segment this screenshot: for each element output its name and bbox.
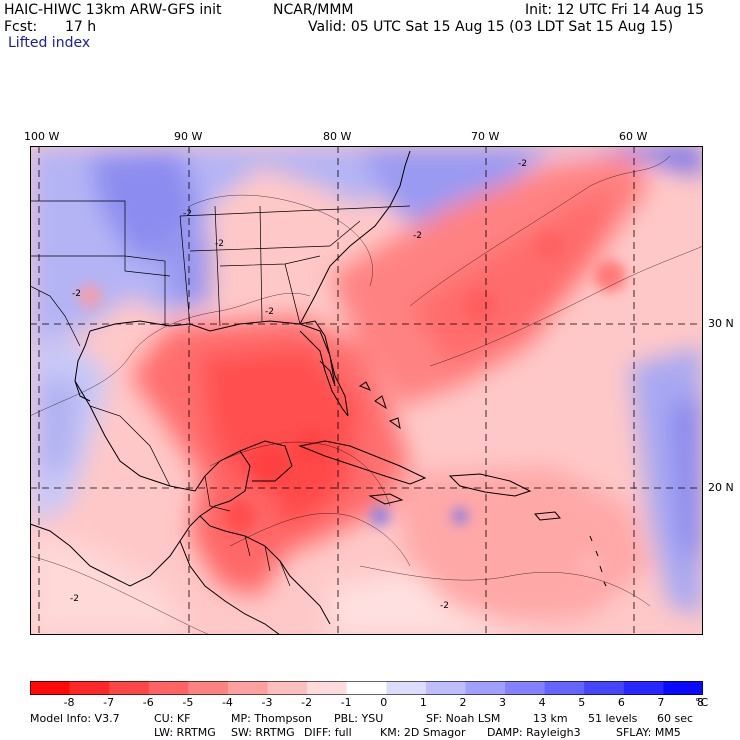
footer-sf: SF: Noah LSM bbox=[426, 712, 501, 725]
footer-cu: CU: KF bbox=[154, 712, 191, 725]
colorbar-cells bbox=[30, 681, 703, 695]
lon-label-90w: 90 W bbox=[174, 130, 203, 143]
colorbar-tick-label: 1 bbox=[419, 696, 427, 709]
colorbar-cell bbox=[584, 681, 625, 695]
colorbar-tick-label: -5 bbox=[182, 696, 194, 709]
colorbar-tick-label: 6 bbox=[617, 696, 625, 709]
colorbar-cell bbox=[505, 681, 546, 695]
colorbar-tick-label: -6 bbox=[142, 696, 154, 709]
footer-sflay: SFLAY: MM5 bbox=[616, 726, 681, 739]
colorbar-tick-label: 7 bbox=[657, 696, 665, 709]
colorbar-tick-label: -3 bbox=[261, 696, 273, 709]
contour-label: -2 bbox=[215, 239, 224, 249]
lifted-index-map: -2 -2 -2 -2 -2 -2 -2 -2 bbox=[30, 146, 703, 635]
lon-label-100w: 100 W bbox=[24, 130, 60, 143]
colorbar-tick-label: -8 bbox=[63, 696, 75, 709]
lat-label-20n: 20 N bbox=[708, 481, 734, 494]
lon-label-60w: 60 W bbox=[619, 130, 648, 143]
colorbar-cell bbox=[109, 681, 150, 695]
colorbar-cell bbox=[544, 681, 585, 695]
colorbar-tick-label: -4 bbox=[221, 696, 233, 709]
contour-label: -2 bbox=[440, 601, 449, 611]
contour-label: -2 bbox=[183, 209, 192, 219]
contour-label: -2 bbox=[413, 231, 422, 241]
footer-levels: 51 levels bbox=[588, 712, 638, 725]
colorbar-tick-label: -2 bbox=[301, 696, 313, 709]
valid-time: Valid: 05 UTC Sat 15 Aug 15 (03 LDT Sat … bbox=[308, 19, 674, 35]
field-name: Lifted index bbox=[8, 35, 91, 51]
colorbar-tick-label: 2 bbox=[459, 696, 467, 709]
lon-label-80w: 80 W bbox=[323, 130, 352, 143]
political-borders bbox=[30, 200, 411, 587]
coastlines bbox=[30, 150, 607, 635]
colorbar-cell bbox=[69, 681, 110, 695]
colorbar-unit: °C bbox=[695, 696, 709, 709]
colorbar-cell bbox=[267, 681, 308, 695]
colorbar-tick-label: 8 bbox=[697, 696, 704, 709]
lat-lon-grid bbox=[30, 146, 703, 635]
colorbar-tick-label: 0 bbox=[380, 696, 388, 709]
colorbar-cell bbox=[386, 681, 427, 695]
colorbar-cell bbox=[623, 681, 664, 695]
contour-label: -2 bbox=[518, 159, 527, 169]
colorbar-cell bbox=[148, 681, 189, 695]
contour-label: -2 bbox=[70, 594, 79, 604]
colorbar-cell bbox=[425, 681, 466, 695]
colorbar-cell bbox=[30, 681, 71, 695]
organization-label: NCAR/MMM bbox=[273, 2, 354, 18]
contour-label: -2 bbox=[265, 307, 274, 317]
model-title: HAIC-HIWC 13km ARW-GFS init bbox=[4, 2, 222, 18]
forecast-hour: 17 h bbox=[65, 19, 97, 35]
colorbar-cell bbox=[188, 681, 229, 695]
lat-label-30n: 30 N bbox=[708, 317, 734, 330]
colorbar bbox=[30, 681, 703, 695]
footer-resolution: 13 km bbox=[533, 712, 568, 725]
colorbar-cell bbox=[465, 681, 506, 695]
colorbar-tick-label: -7 bbox=[103, 696, 115, 709]
colorbar-cell bbox=[307, 681, 348, 695]
footer-sw: SW: RRTMG bbox=[231, 726, 295, 739]
footer-damp: DAMP: Rayleigh3 bbox=[487, 726, 581, 739]
colorbar-cell bbox=[663, 681, 703, 695]
lon-label-70w: 70 W bbox=[471, 130, 500, 143]
footer-timestep: 60 sec bbox=[657, 712, 694, 725]
footer-lw: LW: RRTMG bbox=[154, 726, 216, 739]
colorbar-cell bbox=[227, 681, 269, 695]
footer-km: KM: 2D Smagor bbox=[380, 726, 466, 739]
footer-diff: DIFF: full bbox=[304, 726, 352, 739]
colorbar-tick-label: -1 bbox=[340, 696, 352, 709]
footer-mp: MP: Thompson bbox=[231, 712, 312, 725]
contour-lines bbox=[30, 155, 703, 635]
forecast-label: Fcst: bbox=[4, 19, 38, 35]
colorbar-tick-label: 5 bbox=[578, 696, 586, 709]
init-time: Init: 12 UTC Fri 14 Aug 15 bbox=[525, 2, 705, 18]
colorbar-tick-label: 3 bbox=[499, 696, 507, 709]
contour-label: -2 bbox=[72, 289, 81, 299]
colorbar-cell bbox=[346, 681, 387, 695]
footer-pbl: PBL: YSU bbox=[334, 712, 384, 725]
footer-model-info: Model Info: V3.7 bbox=[30, 712, 120, 725]
colorbar-tick-label: 4 bbox=[538, 696, 546, 709]
contour-label-group: -2 -2 -2 -2 -2 -2 -2 -2 bbox=[70, 159, 527, 611]
